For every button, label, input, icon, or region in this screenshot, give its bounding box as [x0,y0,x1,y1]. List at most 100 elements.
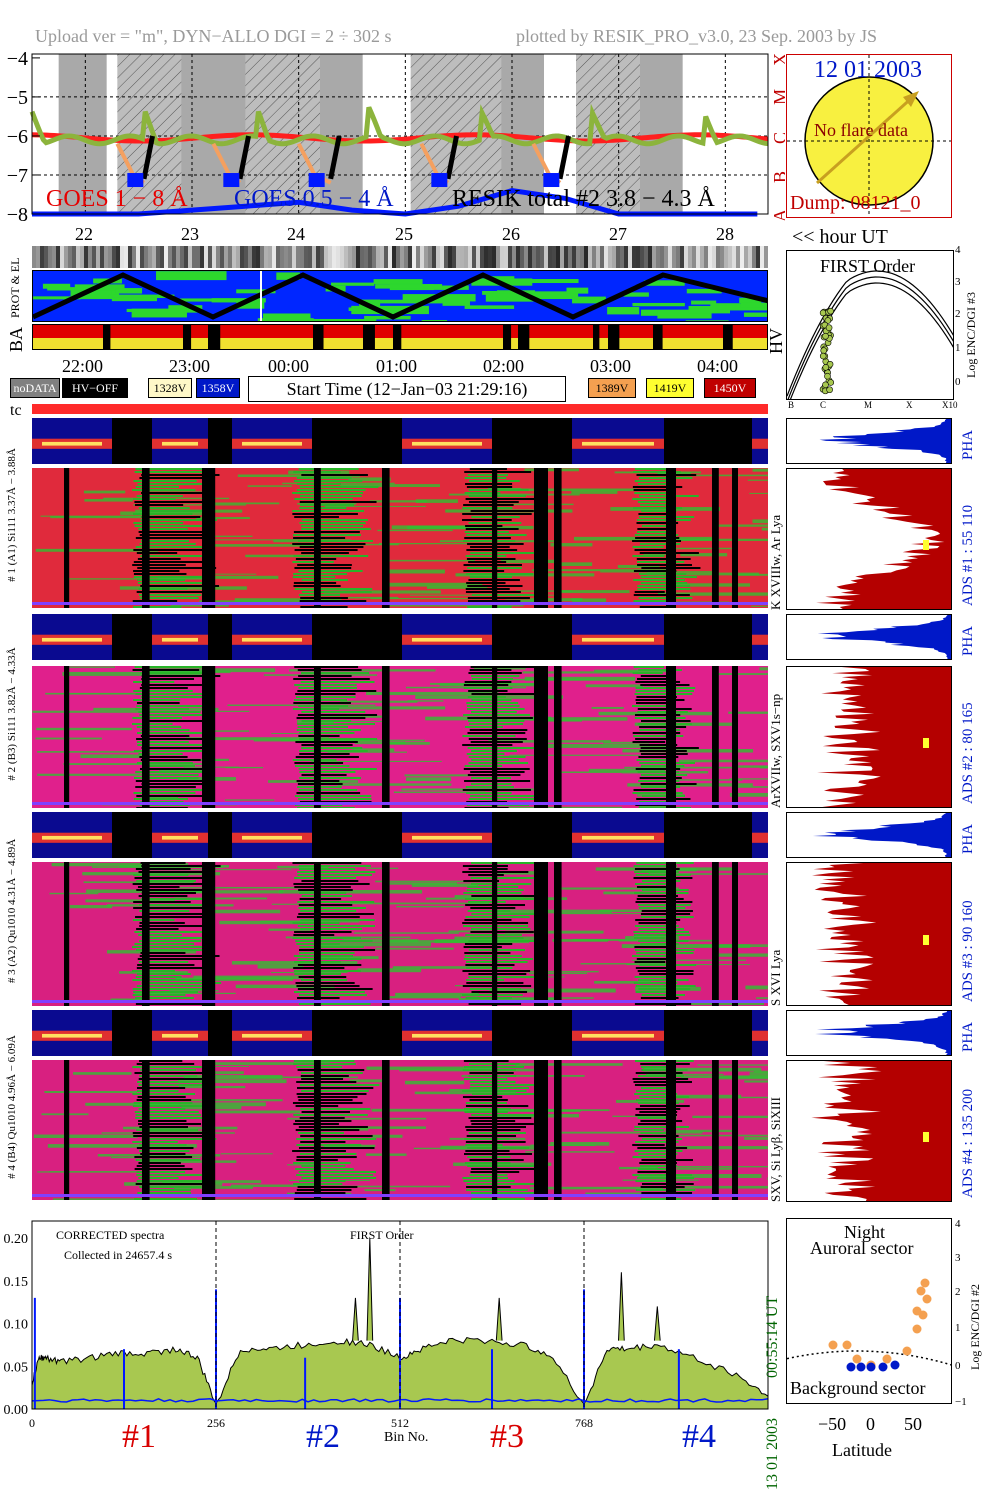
spectro-green-region [137,1087,186,1089]
spectro-green-region [141,774,199,776]
lower-tick-4: 02:00 [483,356,525,376]
prot-green-patch [572,296,606,304]
spectro-gap [666,468,676,608]
spectro-green-region [296,477,352,479]
spectro-green-region [633,877,693,879]
prot-el-label: PROT & EL [8,257,22,318]
strip-cell [48,246,52,268]
spectro-green-region [640,1120,683,1122]
spectro-green-region [633,1129,664,1131]
strip-cell [40,246,44,268]
spectro-green-region [637,1123,671,1125]
spectro-green-region [300,1141,346,1143]
spectro-green-region [633,982,678,984]
spectro-green-line [415,499,458,503]
spectro-green-region [641,880,681,882]
strip-cell [272,246,276,268]
spectro-green-region [464,471,532,473]
spectro-green-region [463,1180,515,1182]
strip-cell [412,246,416,268]
spectro-green-line [404,1080,465,1085]
spectro-green-region [633,507,683,509]
spectro-green-line [395,992,479,997]
spectro-green-region [464,537,511,539]
ba-gap [503,325,512,349]
fo-point [824,372,831,380]
spectro-green-region [298,868,356,870]
spectro-green-region [132,489,196,491]
latitude-ytick-1: 3 [955,1252,961,1264]
spectrum-xtick-0: 0 [29,1416,35,1430]
strip-cell [64,246,68,268]
spectro-green-region [468,495,526,497]
strip-cell [396,246,400,268]
spectro-gap [712,468,719,608]
spectro-green-region [301,1090,369,1092]
strip-cell [700,246,704,268]
spectro-green-line [378,542,491,545]
fo-point [826,386,833,394]
spectrum-chart: 0.20 0.15 0.10 0.05 0.000 256 512 768 [4,1220,769,1430]
spectrum-peak [495,1297,503,1341]
prot-green-patch [482,290,508,295]
pha-core [242,1033,302,1038]
strip-cell [344,246,348,268]
strip-cell [208,246,212,268]
spectro-green-line [47,1144,197,1148]
spectro-green-region [637,483,674,485]
spectro-green-region [471,862,541,864]
spectro-green-region [465,1102,507,1104]
blue-marker [127,173,144,188]
strip-cell [624,246,628,268]
spectro-green-line [245,554,341,558]
pha-spectrogram-3 [32,614,768,660]
spectro-green-region [293,1060,355,1062]
spectro-gap [314,468,321,608]
black-rise [237,135,251,180]
spectro-green-region [138,934,182,936]
spectro-green-region [135,708,190,710]
spectro-green-line [134,992,236,995]
spectro-green-region [636,519,691,521]
spectro-green-region [301,895,353,897]
spectro-green-region [634,1003,692,1005]
spectro-green-line [552,939,609,942]
latitude-orange-point [882,1354,892,1364]
strip-cell [392,246,396,268]
spectro-green-line [206,1062,330,1066]
goes-class-2: C [770,132,785,144]
ads-histogram-2 [786,862,952,1006]
spectro-green-region [471,1123,534,1125]
spectro-green-region [638,940,689,942]
strip-cell [740,246,744,268]
strip-cell [388,246,392,268]
spectro-green-region [464,1108,511,1110]
pha-core [582,835,654,840]
spectro-green-line [206,909,281,914]
spectro-green-region [641,510,677,512]
spectro-green-region [138,528,188,530]
status-box-3: 1358V [196,378,240,398]
spectro-green-line [365,867,399,869]
spectro-green-region [294,886,351,888]
strip-cell [80,246,84,268]
prot-green-patch [364,315,411,320]
spectro-green-region [141,516,201,518]
spectro-green-line [51,862,189,867]
ba-gap [208,325,221,349]
spectro-green-region [632,1144,665,1146]
spectro-green-region [292,1102,363,1104]
spectro-green-line [260,920,360,923]
strip-cell [100,246,104,268]
strip-cell [72,246,76,268]
spectro-green-line [767,1177,768,1180]
spectro-green-region [140,519,217,521]
spectro-green-line [133,504,247,506]
spectro-green-line [315,706,446,710]
spectro-green-line [744,1137,768,1140]
strip-cell [556,246,560,268]
spectro-green-region [139,904,205,906]
spectro-green-line [36,727,132,731]
upper-tick-25: 25 [395,224,413,244]
spectro-green-region [134,1156,193,1158]
